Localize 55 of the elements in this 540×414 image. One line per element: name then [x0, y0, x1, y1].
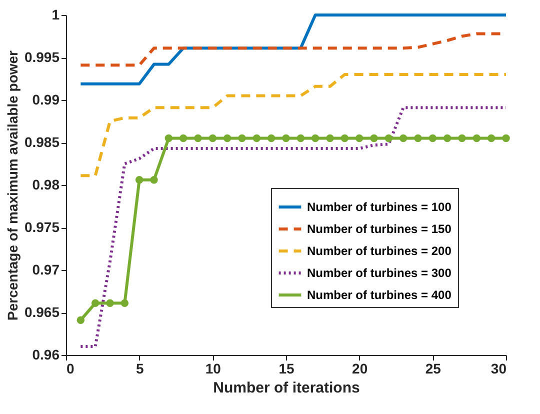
y-tick-label: 0.985 [24, 134, 60, 150]
line-series [79, 73, 508, 178]
point [282, 134, 290, 142]
point [164, 134, 173, 142]
x-axis-title: Number of iterations [213, 380, 360, 396]
point [399, 134, 408, 142]
point [311, 134, 320, 142]
y-tick-label: 0.965 [24, 304, 60, 320]
point [76, 316, 85, 324]
y-tick-label: 0.99 [32, 92, 60, 108]
point [458, 134, 466, 142]
x-tick-label: 5 [136, 360, 144, 376]
y-tick-label: 0.975 [24, 219, 60, 235]
legend-label: Number of turbines = 150 [307, 222, 452, 236]
point [223, 134, 232, 142]
point [428, 134, 437, 142]
point [487, 134, 496, 142]
point [414, 134, 422, 142]
point [340, 134, 349, 142]
point [208, 134, 217, 142]
x-tick-label: 25 [425, 360, 442, 376]
point [150, 176, 158, 184]
point [91, 299, 100, 308]
point [135, 176, 144, 184]
y-tick-label: 0.995 [24, 49, 60, 65]
x-tick-label: 0 [66, 360, 74, 376]
x-tick-label: 30 [490, 360, 507, 376]
x-tick-label: 20 [352, 360, 368, 376]
point [472, 134, 481, 142]
y-tick-label: 0.96 [32, 346, 60, 362]
y-tick-label: 1 [52, 6, 60, 22]
point [194, 134, 202, 142]
y-tick-label: 0.98 [32, 176, 60, 192]
point [267, 134, 276, 142]
x-tick-label: 10 [205, 360, 222, 376]
y-tick-label: 0.97 [32, 262, 60, 278]
point [355, 134, 364, 142]
point [502, 134, 510, 142]
point [106, 299, 114, 308]
point [252, 134, 261, 142]
point [384, 134, 393, 142]
y-axis-title: Percentage of maximum available power [4, 50, 20, 320]
point [443, 134, 452, 142]
point [179, 134, 188, 142]
legend-label: Number of turbines = 300 [307, 266, 452, 280]
point [120, 299, 129, 308]
point [326, 134, 334, 142]
legend-label: Number of turbines = 200 [307, 244, 452, 258]
point [238, 134, 246, 142]
point [296, 134, 305, 142]
point [370, 134, 378, 142]
x-tick-label: 15 [278, 360, 294, 376]
legend-label: Number of turbines = 400 [307, 288, 452, 302]
legend-label: Number of turbines = 100 [307, 200, 452, 214]
line-series [79, 106, 508, 348]
